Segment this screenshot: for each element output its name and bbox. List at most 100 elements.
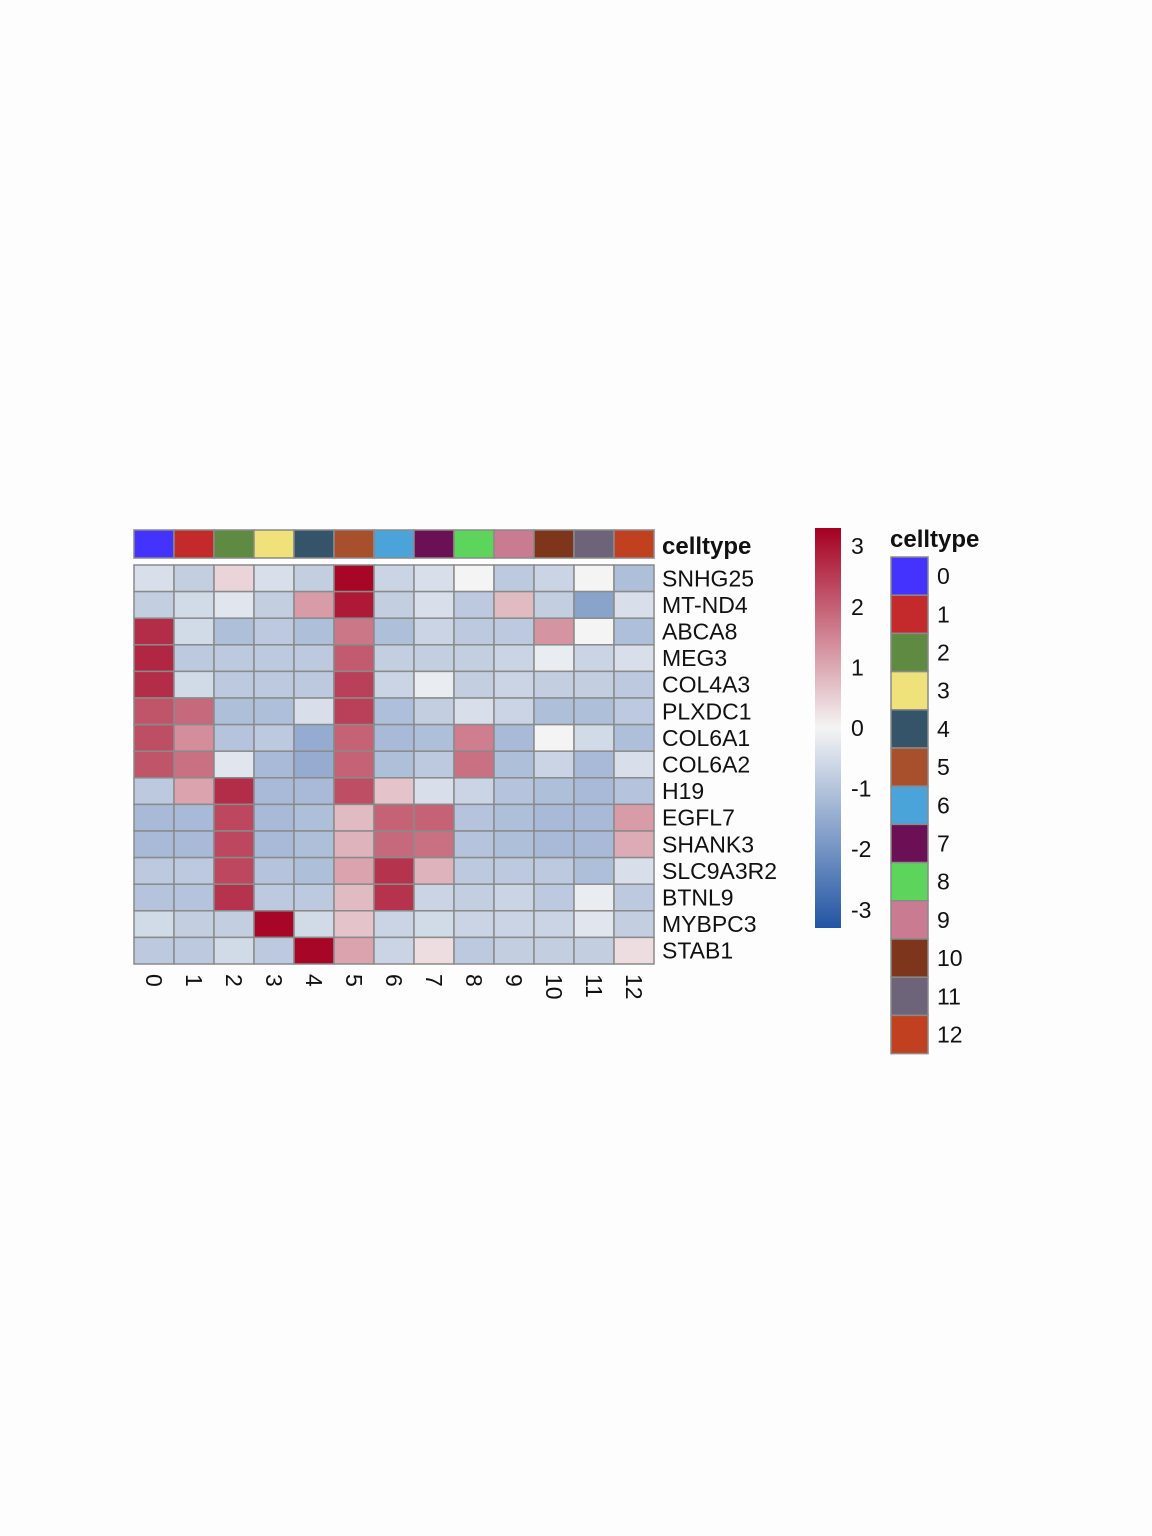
heatmap-cell bbox=[293, 936, 335, 965]
heatmap-cell bbox=[213, 910, 255, 939]
heatmap-cell bbox=[533, 936, 575, 965]
legend-swatch bbox=[890, 938, 929, 978]
legend-swatch bbox=[890, 861, 929, 902]
heatmap-cell bbox=[213, 936, 255, 965]
heatmap-cell bbox=[213, 697, 255, 726]
legend-label: 3 bbox=[937, 678, 950, 704]
legend-swatch bbox=[890, 823, 929, 864]
heatmap-cell bbox=[493, 670, 535, 699]
heatmap-cell bbox=[253, 670, 295, 699]
heatmap-cell bbox=[413, 617, 455, 646]
heatmap-cell bbox=[453, 564, 495, 593]
legend-title: celltype bbox=[890, 526, 979, 553]
heatmap-cell bbox=[173, 910, 215, 939]
heatmap-cell bbox=[293, 910, 335, 939]
heatmap-cell bbox=[213, 856, 255, 885]
heatmap-cell bbox=[493, 564, 535, 593]
heatmap-cell bbox=[373, 856, 415, 885]
heatmap-cell bbox=[373, 670, 415, 699]
heatmap-cell bbox=[373, 883, 415, 912]
heatmap-cell bbox=[213, 830, 255, 859]
heatmap-cell bbox=[613, 777, 655, 806]
legend-label: 4 bbox=[937, 716, 950, 742]
heatmap-cell bbox=[493, 697, 535, 726]
annotation-cell bbox=[493, 529, 535, 559]
column-label: 9 bbox=[501, 974, 527, 987]
heatmap-cell bbox=[213, 564, 255, 593]
row-label: ABCA8 bbox=[662, 619, 737, 645]
heatmap-cell bbox=[333, 830, 375, 859]
heatmap-cell bbox=[533, 723, 575, 752]
heatmap-cell bbox=[613, 803, 655, 832]
heatmap-cell bbox=[373, 803, 415, 832]
column-label: 10 bbox=[541, 974, 567, 1000]
row-label: EGFL7 bbox=[662, 805, 735, 831]
heatmap-cell bbox=[493, 750, 535, 779]
heatmap-cell bbox=[133, 936, 175, 965]
heatmap-cell bbox=[253, 617, 295, 646]
column-label: 0 bbox=[141, 974, 167, 987]
row-label: MT-ND4 bbox=[662, 592, 748, 618]
heatmap-cell bbox=[453, 644, 495, 673]
heatmap-cell bbox=[133, 617, 175, 646]
legend-swatch bbox=[890, 747, 929, 787]
heatmap-cells bbox=[133, 564, 655, 965]
heatmap-cell bbox=[333, 803, 375, 832]
heatmap-cell bbox=[453, 883, 495, 912]
heatmap-cell bbox=[333, 697, 375, 726]
heatmap-cell bbox=[133, 910, 175, 939]
legend-label: 8 bbox=[937, 869, 950, 895]
annotation-cell bbox=[333, 529, 375, 559]
column-labels: 0 1 2 3 4 5 6 7 8 9 10 11 12 bbox=[141, 974, 647, 1000]
heatmap-cell bbox=[333, 670, 375, 699]
heatmap-cell bbox=[373, 910, 415, 939]
heatmap-cell bbox=[173, 590, 215, 619]
heatmap-cell bbox=[573, 723, 615, 752]
heatmap-cell bbox=[373, 590, 415, 619]
row-label: H19 bbox=[662, 778, 704, 804]
legend-label: 9 bbox=[937, 907, 950, 933]
heatmap-cell bbox=[133, 670, 175, 699]
heatmap-cell bbox=[533, 617, 575, 646]
heatmap-cell bbox=[533, 803, 575, 832]
heatmap-cell bbox=[613, 697, 655, 726]
colorbar-tick-label: 0 bbox=[851, 715, 864, 741]
column-label: 7 bbox=[421, 974, 447, 987]
heatmap-cell bbox=[613, 910, 655, 939]
heatmap-cell bbox=[413, 670, 455, 699]
legend-label: 7 bbox=[937, 831, 950, 857]
heatmap-cell bbox=[413, 723, 455, 752]
heatmap-cell bbox=[293, 856, 335, 885]
heatmap-cell bbox=[253, 723, 295, 752]
heatmap-cell bbox=[133, 856, 175, 885]
heatmap-cell bbox=[133, 644, 175, 673]
row-label: BTNL9 bbox=[662, 885, 734, 911]
colorbar-tick-label: -2 bbox=[851, 836, 871, 862]
heatmap-cell bbox=[133, 777, 175, 806]
legend-label: 6 bbox=[937, 792, 950, 818]
heatmap-cell bbox=[453, 803, 495, 832]
heatmap-cell bbox=[173, 670, 215, 699]
heatmap-cell bbox=[213, 617, 255, 646]
heatmap-cell bbox=[453, 697, 495, 726]
heatmap-cell bbox=[213, 750, 255, 779]
annotation-cell bbox=[293, 529, 335, 559]
heatmap-cell bbox=[413, 856, 455, 885]
heatmap-cell bbox=[493, 723, 535, 752]
heatmap-cell bbox=[573, 803, 615, 832]
heatmap-cell bbox=[253, 750, 295, 779]
heatmap-cell bbox=[413, 936, 455, 965]
legend-label: 1 bbox=[937, 601, 950, 627]
colorbar bbox=[815, 528, 841, 928]
row-label: SHANK3 bbox=[662, 831, 754, 857]
heatmap-cell bbox=[333, 936, 375, 965]
heatmap-cell bbox=[373, 644, 415, 673]
heatmap-cell bbox=[293, 564, 335, 593]
heatmap-cell bbox=[413, 697, 455, 726]
heatmap-cell bbox=[493, 830, 535, 859]
heatmap-cell bbox=[573, 697, 615, 726]
heatmap-cell bbox=[173, 777, 215, 806]
colorbar-tick-label: 2 bbox=[851, 594, 864, 620]
